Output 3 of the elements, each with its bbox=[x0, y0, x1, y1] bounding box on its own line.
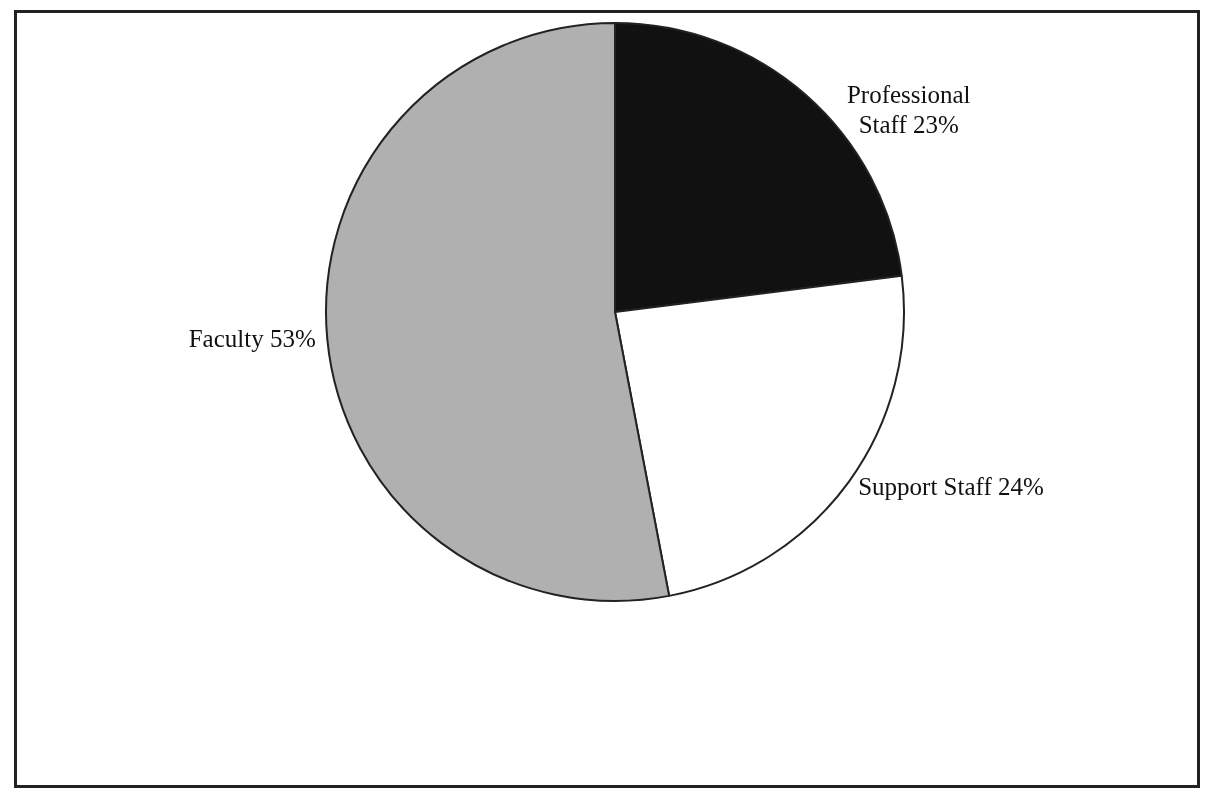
slice-label: Faculty 53% bbox=[188, 324, 316, 352]
slice-label: Support Staff 24% bbox=[858, 473, 1044, 501]
slice-label: Professional Staff 23% bbox=[846, 81, 971, 139]
